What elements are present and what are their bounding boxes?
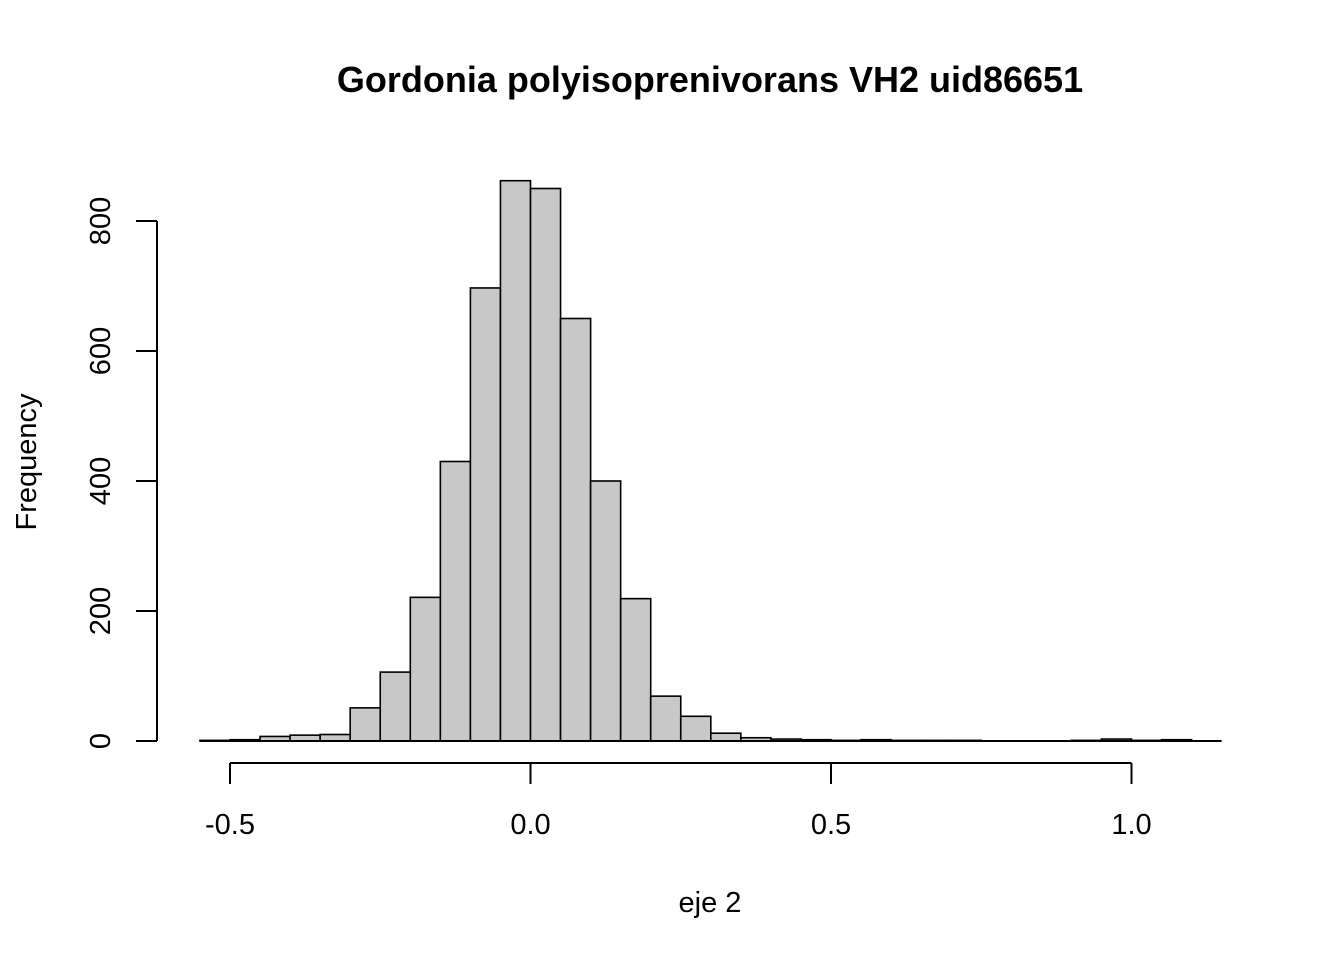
histogram-bar: [619, 597, 652, 742]
y-tick-label: 200: [85, 587, 117, 635]
y-axis-label: Frequency: [11, 393, 43, 531]
histogram-bar: [379, 671, 412, 742]
x-axis: -0.5 0.0 0.5 1.0: [205, 762, 1152, 841]
histogram-bar: [409, 596, 442, 742]
histogram-bar: [349, 707, 382, 742]
y-tick-label: 800: [85, 197, 117, 245]
histogram-bar: [559, 317, 592, 742]
chart-title: Gordonia polyisoprenivorans VH2 uid86651: [337, 59, 1083, 100]
y-axis: 0 200 400 600 800: [85, 197, 158, 749]
bars-group: [199, 179, 1222, 742]
x-tick-label: 0.5: [811, 809, 851, 841]
histogram-bar: [709, 732, 742, 742]
y-tick-label: 0: [85, 733, 117, 749]
histogram-bar: [589, 480, 622, 742]
x-tick-label: 1.0: [1111, 809, 1151, 841]
y-tick-label: 600: [85, 327, 117, 375]
histogram-bar: [499, 179, 532, 742]
histogram-bar: [439, 460, 472, 742]
histogram-bar: [679, 715, 712, 742]
x-tick-label: 0.0: [510, 809, 550, 841]
histogram-bar: [469, 287, 502, 742]
x-axis-label: eje 2: [679, 887, 742, 919]
x-tick-label: -0.5: [205, 809, 255, 841]
histogram-bar: [529, 187, 562, 742]
histogram-bar: [649, 695, 682, 742]
y-tick-label: 400: [85, 457, 117, 505]
